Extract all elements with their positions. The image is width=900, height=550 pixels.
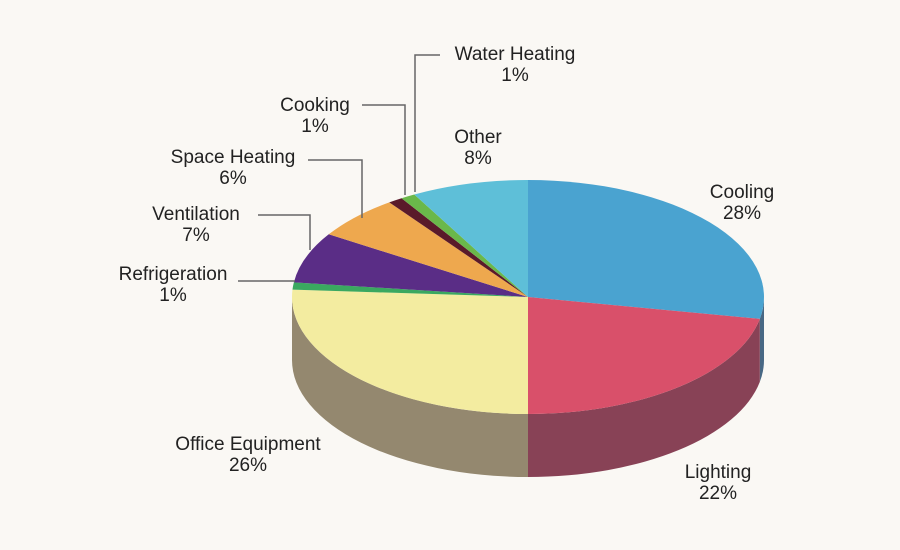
slice-value-label: 1%	[501, 65, 529, 86]
slice	[528, 180, 764, 319]
slice-label: Water Heating	[455, 44, 576, 65]
leader-line	[414, 54, 440, 192]
leader-line	[362, 104, 406, 195]
slice-side	[759, 297, 764, 382]
leader-line	[258, 214, 311, 250]
slice-label: Cooling	[710, 182, 774, 203]
slice-side	[528, 318, 760, 477]
slice	[291, 289, 528, 414]
slice-value-label: 8%	[464, 148, 492, 169]
slice	[328, 202, 528, 297]
slice	[389, 198, 528, 297]
slice-label: Space Heating	[171, 147, 296, 168]
slice	[292, 282, 528, 297]
slice-label: Cooking	[280, 95, 350, 116]
slice-value-label: 26%	[229, 455, 267, 476]
slice	[414, 180, 528, 297]
slice-label: Lighting	[685, 462, 752, 483]
slice-value-label: 1%	[301, 116, 329, 137]
slice-label: Ventilation	[152, 204, 240, 225]
slice-value-label: 1%	[159, 285, 187, 306]
slice	[401, 194, 528, 297]
slice	[528, 297, 760, 414]
slice-label: Refrigeration	[119, 264, 228, 285]
slice-value-label: 22%	[699, 483, 737, 504]
slice	[293, 234, 528, 297]
slice-side	[292, 297, 528, 477]
slice-label: Office Equipment	[175, 434, 321, 455]
slice-value-label: 6%	[219, 168, 247, 189]
leader-line	[308, 159, 363, 218]
slice-label: Other	[454, 127, 502, 148]
slice-value-label: 28%	[723, 203, 761, 224]
slice-value-label: 7%	[182, 225, 210, 246]
